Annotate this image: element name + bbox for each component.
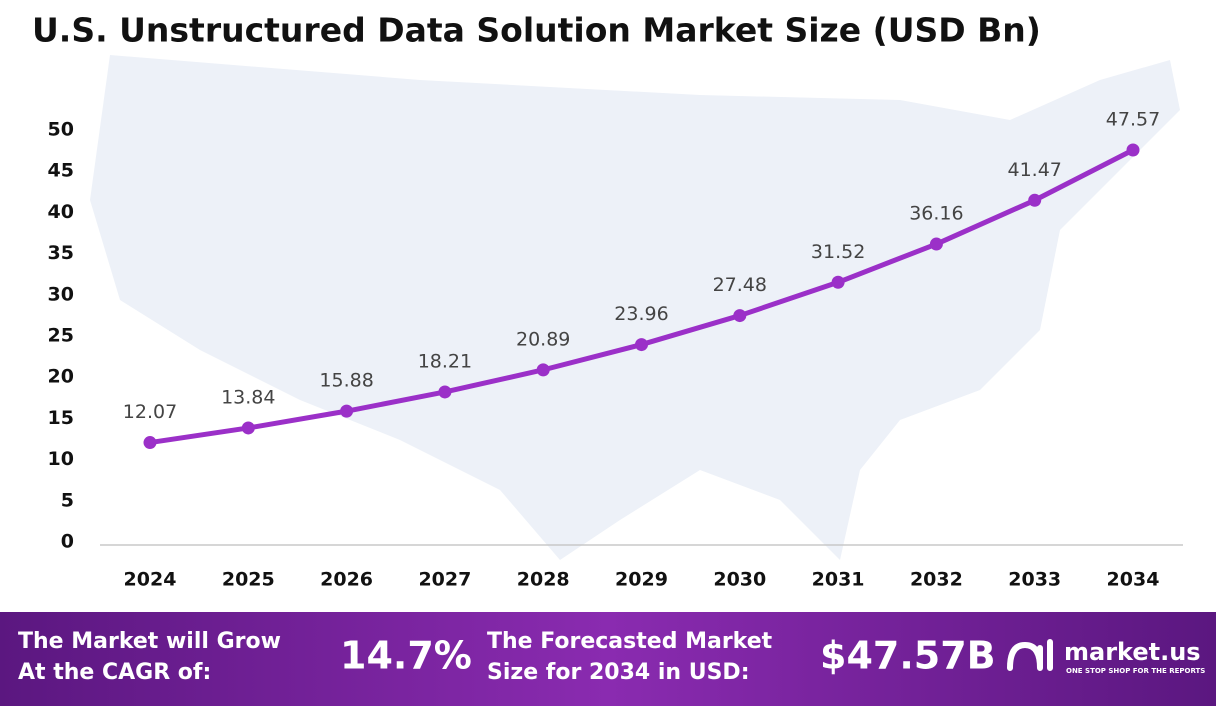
data-label: 27.48 (713, 274, 767, 296)
y-tick-label: 10 (48, 448, 74, 470)
y-tick-label: 5 (61, 489, 74, 511)
x-tick-label: 2031 (812, 569, 865, 591)
x-tick-label: 2026 (320, 569, 373, 591)
y-tick-label: 35 (48, 242, 74, 264)
y-tick-label: 0 (61, 531, 74, 553)
y-tick-label: 25 (48, 325, 74, 347)
chart-title: U.S. Unstructured Data Solution Market S… (32, 11, 1041, 50)
data-label: 15.88 (319, 370, 373, 392)
data-label: 36.16 (909, 203, 963, 225)
x-tick-label: 2030 (713, 569, 766, 591)
y-tick-label: 50 (48, 119, 74, 141)
marker (143, 436, 157, 450)
marker (635, 338, 648, 352)
brand-tagline: ONE STOP SHOP FOR THE REPORTS (1066, 667, 1205, 675)
marker (340, 404, 354, 418)
x-tick-label: 2034 (1107, 569, 1160, 591)
cagr-value: 14.7% (340, 634, 472, 678)
forecast-text: The Forecasted Market (487, 629, 773, 654)
data-label: 31.52 (811, 241, 865, 263)
marker (1126, 143, 1140, 157)
x-tick-label: 2033 (1008, 569, 1061, 591)
cagr-text: At the CAGR of: (18, 660, 211, 685)
x-tick-label: 2029 (615, 569, 668, 591)
x-tick-label: 2025 (222, 569, 275, 591)
marker (241, 421, 255, 435)
data-label: 13.84 (221, 386, 275, 408)
y-tick-label: 15 (48, 407, 74, 429)
x-tick-label: 2024 (124, 569, 177, 591)
forecast-value: $47.57B (820, 634, 996, 678)
x-tick-label: 2032 (910, 569, 963, 591)
footer-band (0, 612, 1216, 706)
map-background (90, 55, 1180, 560)
cagr-text: The Market will Grow (18, 629, 281, 654)
data-label: 20.89 (516, 328, 570, 350)
y-tick-label: 30 (48, 283, 74, 305)
y-tick-label: 40 (48, 201, 74, 223)
data-label: 12.07 (123, 401, 177, 423)
marker (438, 385, 452, 399)
data-label: 41.47 (1007, 159, 1061, 181)
brand-name: market.us (1064, 638, 1201, 666)
marker (536, 363, 550, 377)
data-label: 47.57 (1106, 109, 1160, 131)
marker (831, 275, 845, 289)
forecast-text: Size for 2034 in USD: (487, 660, 750, 685)
y-tick-label: 45 (48, 160, 74, 182)
data-label: 23.96 (614, 303, 668, 325)
x-tick-label: 2028 (517, 569, 570, 591)
data-label: 18.21 (418, 350, 472, 372)
marker (929, 237, 943, 251)
marker (733, 309, 747, 323)
brand-logo (1007, 639, 1053, 671)
x-tick-label: 2027 (418, 569, 471, 591)
y-tick-label: 20 (48, 366, 74, 388)
marker (1028, 193, 1042, 207)
